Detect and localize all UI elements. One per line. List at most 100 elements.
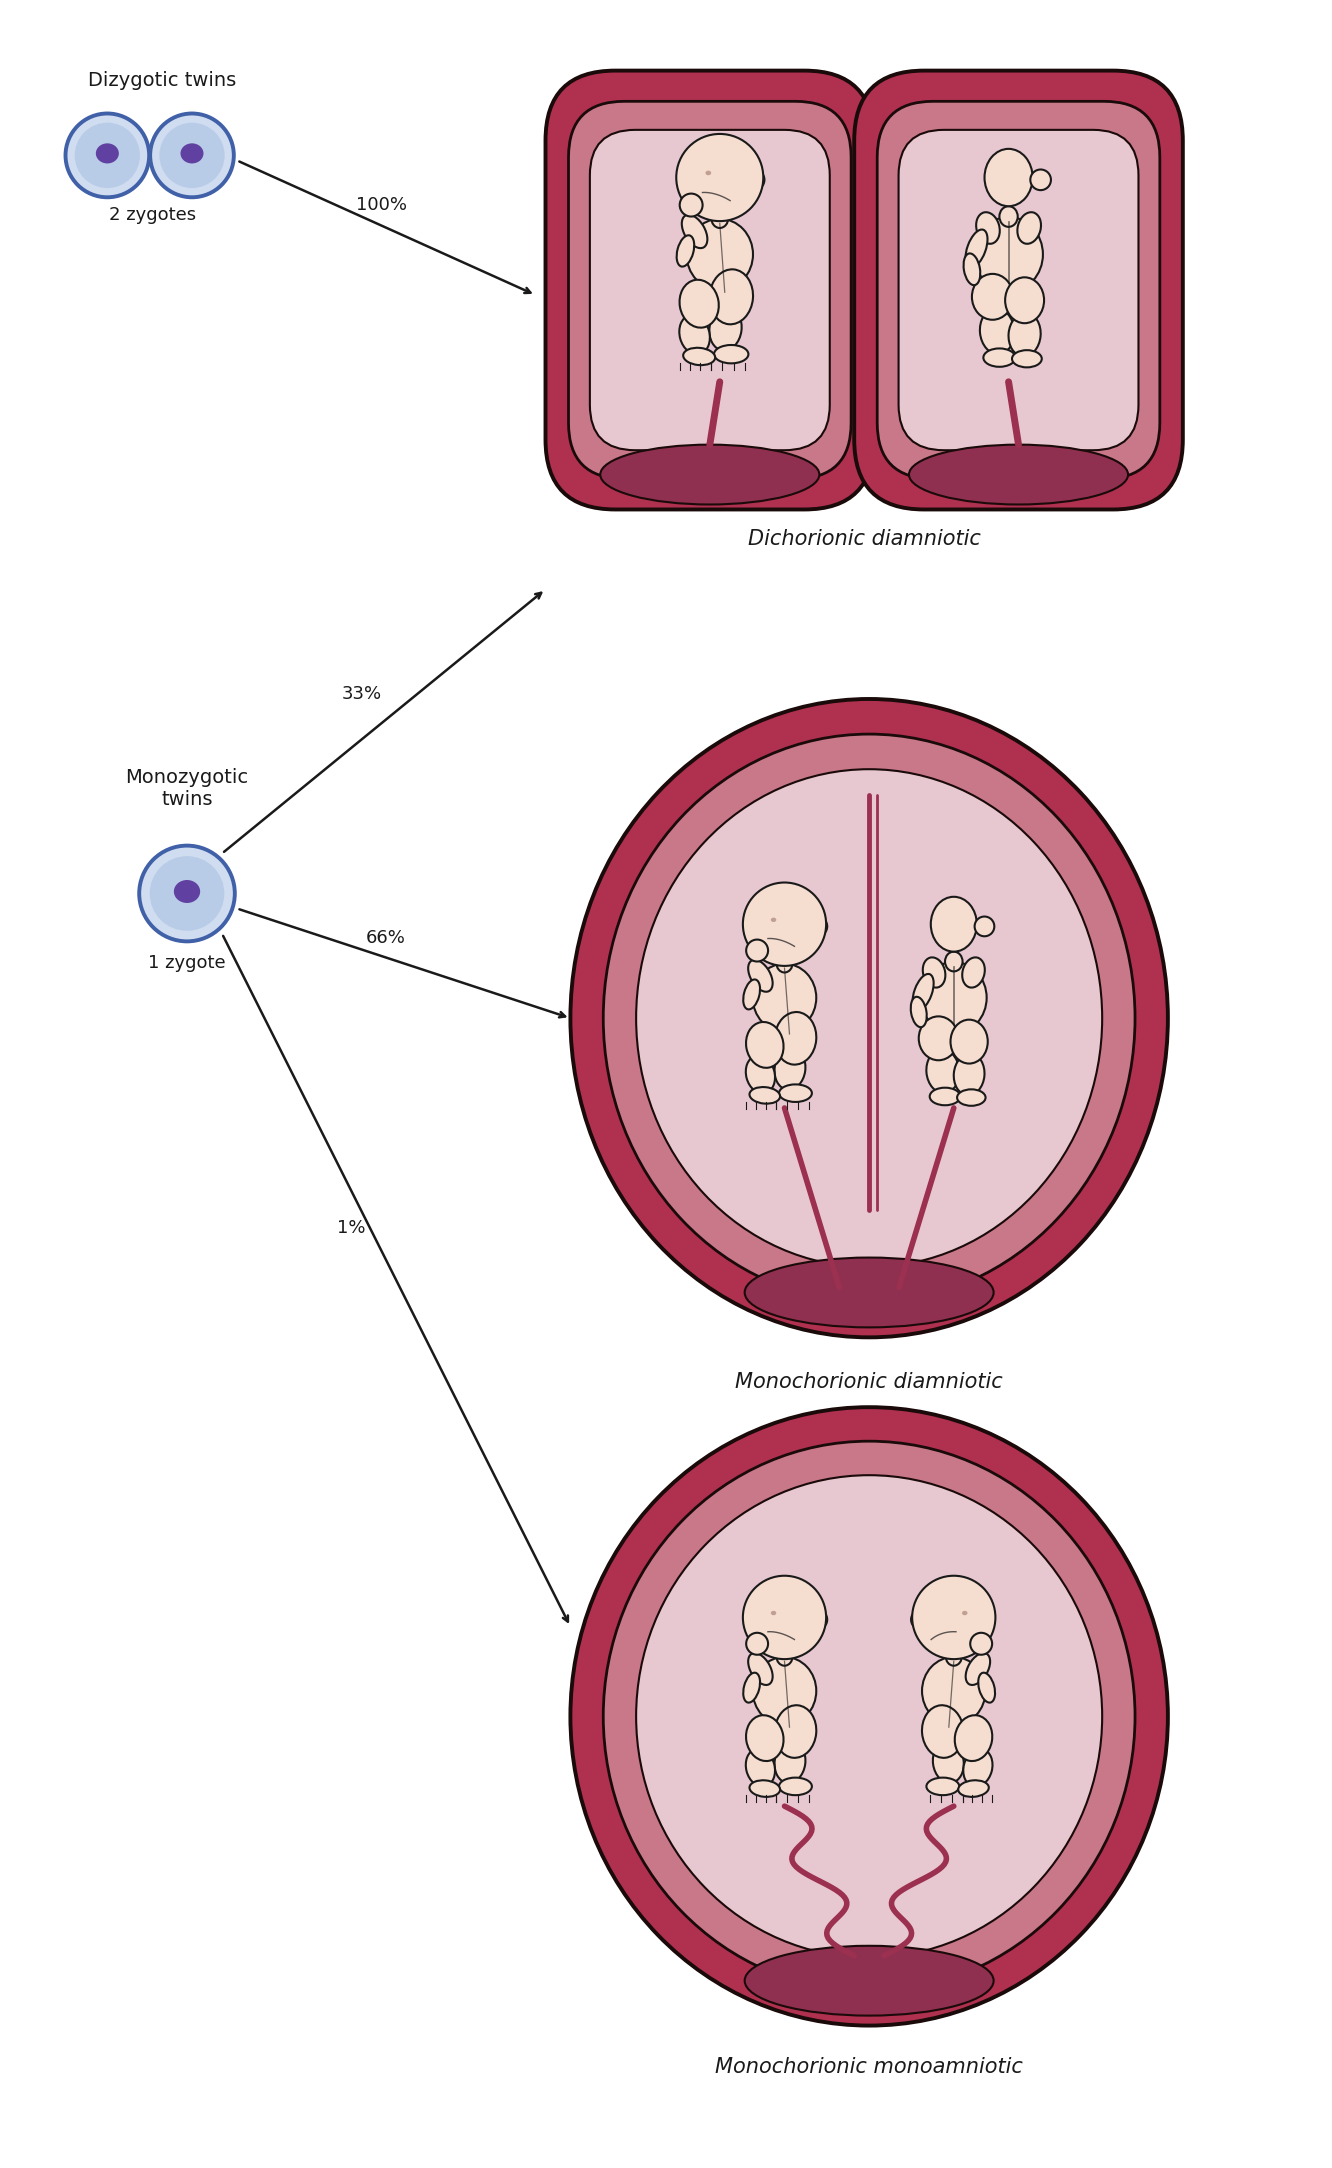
Ellipse shape [978, 1674, 995, 1702]
Ellipse shape [743, 1674, 761, 1702]
Text: Monochorionic diamniotic: Monochorionic diamniotic [735, 1372, 1003, 1392]
Ellipse shape [958, 1780, 988, 1797]
Circle shape [807, 917, 827, 937]
Ellipse shape [710, 308, 742, 351]
Circle shape [151, 113, 234, 197]
Ellipse shape [775, 1012, 817, 1064]
Circle shape [970, 1633, 992, 1654]
Circle shape [911, 1611, 931, 1630]
Ellipse shape [771, 917, 777, 921]
Ellipse shape [637, 770, 1102, 1266]
Ellipse shape [946, 1646, 962, 1665]
Ellipse shape [775, 1706, 817, 1758]
Circle shape [140, 846, 234, 941]
FancyBboxPatch shape [878, 102, 1160, 479]
Ellipse shape [710, 269, 753, 325]
FancyBboxPatch shape [854, 72, 1183, 509]
Ellipse shape [980, 308, 1015, 353]
Ellipse shape [180, 143, 204, 163]
FancyBboxPatch shape [569, 102, 851, 479]
Ellipse shape [962, 1611, 967, 1615]
Ellipse shape [922, 1706, 963, 1758]
Ellipse shape [746, 1021, 783, 1069]
Ellipse shape [679, 280, 719, 327]
Ellipse shape [984, 150, 1032, 206]
Circle shape [975, 917, 994, 937]
Ellipse shape [570, 1407, 1168, 2025]
Ellipse shape [750, 1086, 781, 1104]
Ellipse shape [677, 236, 694, 267]
Ellipse shape [603, 1442, 1135, 1992]
Text: Monochorionic monoamniotic: Monochorionic monoamniotic [715, 2057, 1023, 2077]
Ellipse shape [779, 1778, 813, 1795]
Ellipse shape [749, 960, 773, 991]
Ellipse shape [920, 963, 987, 1034]
Ellipse shape [774, 1049, 806, 1091]
Ellipse shape [777, 952, 793, 973]
Ellipse shape [926, 1049, 959, 1093]
Circle shape [746, 939, 769, 963]
Ellipse shape [779, 1084, 813, 1101]
Ellipse shape [706, 171, 711, 176]
Ellipse shape [930, 1088, 960, 1106]
Ellipse shape [637, 1474, 1102, 1958]
Ellipse shape [603, 735, 1135, 1303]
Ellipse shape [972, 273, 1014, 319]
Ellipse shape [927, 1778, 959, 1795]
Ellipse shape [753, 1656, 817, 1726]
Ellipse shape [951, 1019, 988, 1064]
Ellipse shape [683, 347, 715, 364]
Circle shape [1031, 169, 1051, 191]
Ellipse shape [958, 1088, 986, 1106]
Ellipse shape [954, 1054, 984, 1095]
Ellipse shape [919, 1017, 958, 1060]
Ellipse shape [932, 1741, 964, 1782]
Ellipse shape [771, 1611, 777, 1615]
Ellipse shape [749, 1652, 773, 1685]
Circle shape [746, 1633, 769, 1654]
Ellipse shape [931, 898, 976, 952]
Ellipse shape [1012, 351, 1042, 366]
Ellipse shape [966, 230, 987, 269]
FancyBboxPatch shape [546, 72, 874, 509]
Ellipse shape [962, 958, 984, 989]
Ellipse shape [753, 965, 817, 1032]
Circle shape [679, 193, 702, 217]
Circle shape [149, 856, 224, 930]
Ellipse shape [750, 1780, 781, 1797]
Ellipse shape [955, 1715, 992, 1760]
Ellipse shape [682, 215, 707, 247]
Circle shape [160, 124, 225, 189]
Ellipse shape [570, 698, 1168, 1338]
Circle shape [743, 882, 826, 967]
Text: Dizygotic twins: Dizygotic twins [88, 72, 236, 91]
Text: 1 zygote: 1 zygote [148, 954, 226, 971]
Circle shape [743, 169, 765, 191]
Text: 2 zygotes: 2 zygotes [109, 206, 196, 223]
Circle shape [677, 134, 763, 221]
Ellipse shape [976, 212, 1000, 243]
Ellipse shape [745, 1947, 994, 2016]
Ellipse shape [601, 444, 819, 505]
Ellipse shape [714, 345, 749, 364]
Text: 33%: 33% [341, 685, 381, 702]
Ellipse shape [908, 444, 1128, 505]
Ellipse shape [923, 958, 946, 989]
Ellipse shape [1018, 212, 1042, 243]
Ellipse shape [983, 349, 1015, 366]
Ellipse shape [774, 1741, 806, 1782]
Text: 100%: 100% [356, 197, 406, 215]
FancyBboxPatch shape [590, 130, 830, 451]
Ellipse shape [679, 314, 710, 353]
Circle shape [75, 124, 140, 189]
Text: Monozygotic
twins: Monozygotic twins [125, 767, 249, 809]
Ellipse shape [966, 1652, 990, 1685]
Ellipse shape [1008, 312, 1040, 356]
Circle shape [743, 1576, 826, 1659]
Ellipse shape [922, 1656, 986, 1726]
Circle shape [912, 1576, 995, 1659]
Text: Dichorionic diamniotic: Dichorionic diamniotic [747, 529, 980, 549]
Ellipse shape [743, 980, 761, 1010]
Ellipse shape [963, 1750, 992, 1786]
Ellipse shape [777, 1646, 793, 1665]
